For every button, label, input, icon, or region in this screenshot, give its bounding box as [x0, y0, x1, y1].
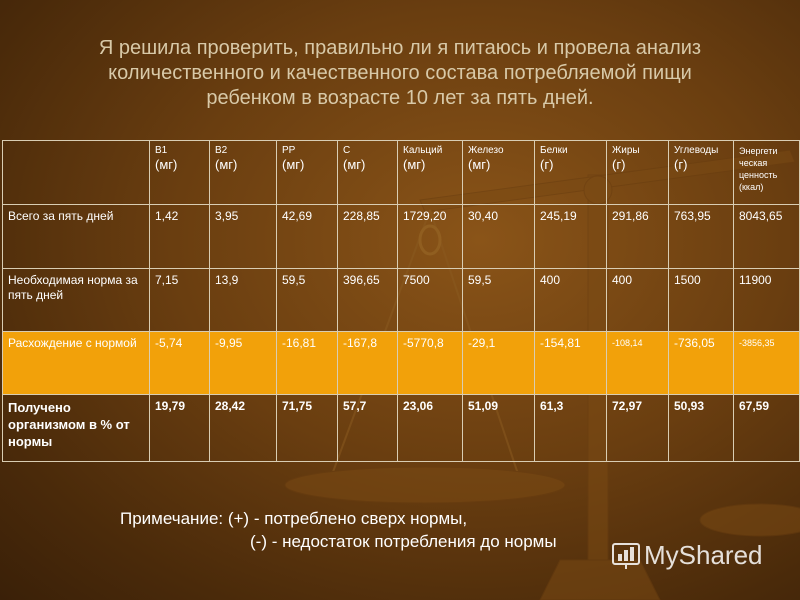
table-row: Получено организмом в % от нормы 19,79 2…	[2, 394, 800, 462]
table-cell: 400	[606, 268, 669, 332]
header-calcium: Кальций (мг)	[397, 140, 463, 205]
row-label: Расхождение с нормой	[2, 331, 150, 395]
title-line-2: количественного и качественного состава …	[108, 62, 692, 84]
table-cell: 11900	[733, 268, 800, 332]
table-cell: -5,74	[149, 331, 210, 395]
myshared-logo-icon	[612, 543, 640, 569]
table-cell: 7500	[397, 268, 463, 332]
header-b2: B2 (мг)	[209, 140, 277, 205]
table-cell: 59,5	[276, 268, 338, 332]
nutrition-table: B1 (мг) B2 (мг) PP (мг) C (мг) Кальций (мг) Ж…	[2, 140, 800, 462]
table-cell: 51,09	[462, 394, 535, 462]
myshared-watermark[interactable]: MyShared	[610, 538, 763, 572]
table-cell: -16,81	[276, 331, 338, 395]
header-c: C (мг)	[337, 140, 398, 205]
table-cell: 1500	[668, 268, 734, 332]
table-cell: 7,15	[149, 268, 210, 332]
row-label: Всего за пять дней	[2, 204, 150, 269]
table-cell: -5770,8	[397, 331, 463, 395]
table-cell: 396,65	[337, 268, 398, 332]
table-cell: 1729,20	[397, 204, 463, 269]
table-cell: 19,79	[149, 394, 210, 462]
header-empty-cell	[2, 140, 150, 205]
header-pp: PP (мг)	[276, 140, 338, 205]
table-cell: 1,42	[149, 204, 210, 269]
table-cell: 3,95	[209, 204, 277, 269]
table-cell: 245,19	[534, 204, 607, 269]
row-label: Необходимая норма за пять дней	[2, 268, 150, 332]
table-row-highlight: Расхождение с нормой -5,74 -9,95 -16,81 …	[2, 331, 800, 395]
note-line-2: (-) - недостаток потребления до нормы	[250, 532, 557, 551]
slide-title: Я решила проверить, правильно ли я питаю…	[40, 36, 760, 111]
table-header-row: B1 (мг) B2 (мг) PP (мг) C (мг) Кальций (мг) Ж…	[2, 140, 800, 205]
table-cell: 28,42	[209, 394, 277, 462]
table-cell: 57,7	[337, 394, 398, 462]
table-cell: 400	[534, 268, 607, 332]
table-row: Всего за пять дней 1,42 3,95 42,69 228,8…	[2, 204, 800, 269]
table-cell: 13,9	[209, 268, 277, 332]
row-label: Получено организмом в % от нормы	[2, 394, 150, 462]
table-cell: -154,81	[534, 331, 607, 395]
table-cell: 30,40	[462, 204, 535, 269]
title-line-3: ребенком в возрасте 10 лет за пять дней.	[206, 87, 594, 109]
table-cell: -736,05	[668, 331, 734, 395]
title-line-1: Я решила проверить, правильно ли я питаю…	[98, 37, 702, 59]
table-cell: -29,1	[462, 331, 535, 395]
table-row: Необходимая норма за пять дней 7,15 13,9…	[2, 268, 800, 332]
table-cell: 23,06	[397, 394, 463, 462]
header-energy: Энергети ческая ценность (ккал)	[733, 140, 800, 205]
table-cell: 50,93	[668, 394, 734, 462]
table-cell: 763,95	[668, 204, 734, 269]
header-carbs: Углеводы (г)	[668, 140, 734, 205]
header-iron: Железо (мг)	[462, 140, 535, 205]
table-cell: 8043,65	[733, 204, 800, 269]
table-cell: 71,75	[276, 394, 338, 462]
watermark-text: MyShared	[644, 539, 763, 570]
table-cell: 228,85	[337, 204, 398, 269]
table-cell: -167,8	[337, 331, 398, 395]
table-cell: 291,86	[606, 204, 669, 269]
header-fats: Жиры (г)	[606, 140, 669, 205]
table-cell: 61,3	[534, 394, 607, 462]
table-cell: -9,95	[209, 331, 277, 395]
header-proteins: Белки (г)	[534, 140, 607, 205]
table-cell: 67,59	[733, 394, 800, 462]
table-cell: -3856,35	[733, 331, 800, 395]
table-cell: 59,5	[462, 268, 535, 332]
note-line-1: Примечание: (+) - потреблено сверх нормы…	[120, 509, 468, 528]
header-b1: B1 (мг)	[149, 140, 210, 205]
table-cell: 72,97	[606, 394, 669, 462]
table-cell: -108,14	[606, 331, 669, 395]
table-cell: 42,69	[276, 204, 338, 269]
